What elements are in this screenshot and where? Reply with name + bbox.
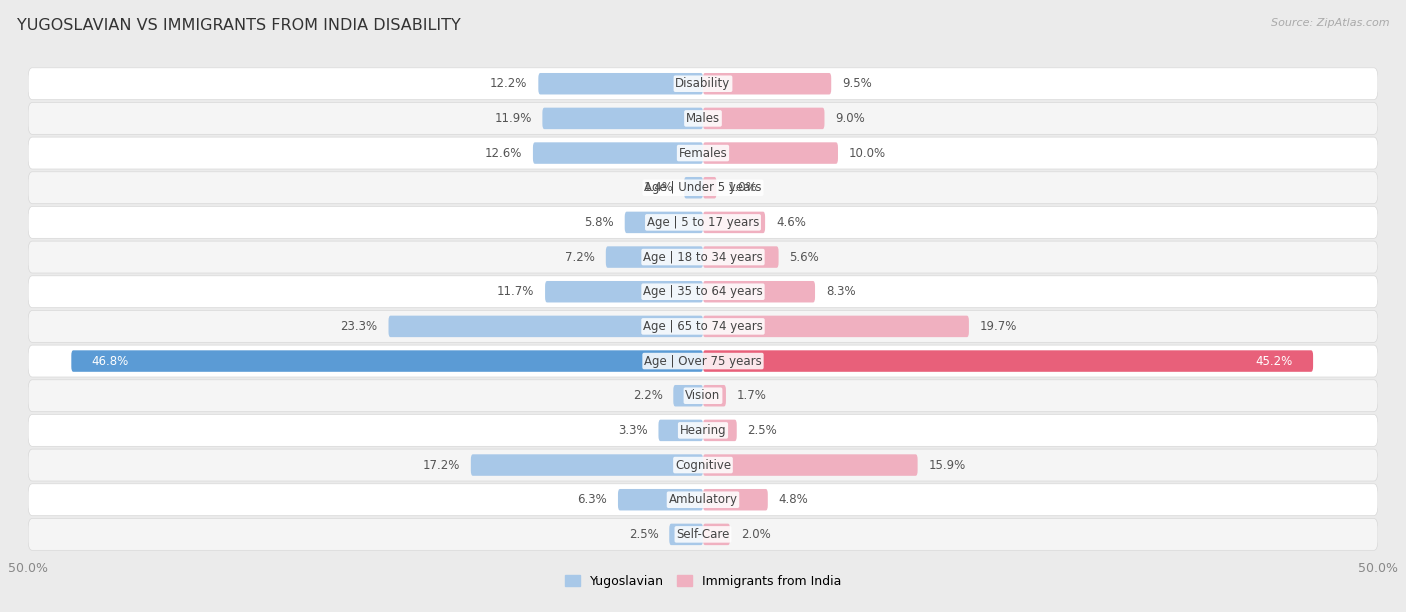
Text: 12.2%: 12.2% (491, 77, 527, 90)
Text: 45.2%: 45.2% (1256, 354, 1294, 368)
FancyBboxPatch shape (703, 108, 824, 129)
FancyBboxPatch shape (685, 177, 703, 198)
Legend: Yugoslavian, Immigrants from India: Yugoslavian, Immigrants from India (560, 570, 846, 593)
Text: 6.3%: 6.3% (578, 493, 607, 506)
Text: Vision: Vision (685, 389, 721, 402)
FancyBboxPatch shape (624, 212, 703, 233)
Text: 11.7%: 11.7% (496, 285, 534, 298)
FancyBboxPatch shape (28, 414, 1378, 446)
FancyBboxPatch shape (703, 281, 815, 302)
FancyBboxPatch shape (543, 108, 703, 129)
Text: Ambulatory: Ambulatory (668, 493, 738, 506)
Text: 4.8%: 4.8% (779, 493, 808, 506)
FancyBboxPatch shape (28, 241, 1378, 273)
Text: 1.4%: 1.4% (644, 181, 673, 194)
Text: Age | 65 to 74 years: Age | 65 to 74 years (643, 320, 763, 333)
FancyBboxPatch shape (669, 524, 703, 545)
FancyBboxPatch shape (28, 483, 1378, 516)
Text: 2.5%: 2.5% (628, 528, 658, 541)
FancyBboxPatch shape (703, 143, 838, 164)
FancyBboxPatch shape (28, 102, 1378, 135)
FancyBboxPatch shape (703, 246, 779, 268)
FancyBboxPatch shape (538, 73, 703, 94)
Text: Disability: Disability (675, 77, 731, 90)
Text: Age | 18 to 34 years: Age | 18 to 34 years (643, 250, 763, 264)
FancyBboxPatch shape (703, 350, 1313, 372)
FancyBboxPatch shape (546, 281, 703, 302)
Text: Age | 5 to 17 years: Age | 5 to 17 years (647, 216, 759, 229)
FancyBboxPatch shape (703, 489, 768, 510)
FancyBboxPatch shape (28, 206, 1378, 238)
Text: 9.0%: 9.0% (835, 112, 865, 125)
Text: 7.2%: 7.2% (565, 250, 595, 264)
Text: 2.2%: 2.2% (633, 389, 662, 402)
Text: Age | 35 to 64 years: Age | 35 to 64 years (643, 285, 763, 298)
Text: 2.5%: 2.5% (748, 424, 778, 437)
FancyBboxPatch shape (673, 385, 703, 406)
Text: Males: Males (686, 112, 720, 125)
FancyBboxPatch shape (72, 350, 703, 372)
Text: 2.0%: 2.0% (741, 528, 770, 541)
FancyBboxPatch shape (703, 316, 969, 337)
Text: 19.7%: 19.7% (980, 320, 1017, 333)
FancyBboxPatch shape (703, 524, 730, 545)
Text: Females: Females (679, 146, 727, 160)
FancyBboxPatch shape (703, 454, 918, 476)
Text: 8.3%: 8.3% (825, 285, 855, 298)
Text: 17.2%: 17.2% (423, 458, 460, 472)
Text: Source: ZipAtlas.com: Source: ZipAtlas.com (1271, 18, 1389, 28)
Text: Age | Under 5 years: Age | Under 5 years (644, 181, 762, 194)
FancyBboxPatch shape (28, 68, 1378, 100)
FancyBboxPatch shape (28, 137, 1378, 169)
Text: Cognitive: Cognitive (675, 458, 731, 472)
FancyBboxPatch shape (703, 420, 737, 441)
FancyBboxPatch shape (471, 454, 703, 476)
Text: Age | Over 75 years: Age | Over 75 years (644, 354, 762, 368)
Text: 15.9%: 15.9% (928, 458, 966, 472)
Text: YUGOSLAVIAN VS IMMIGRANTS FROM INDIA DISABILITY: YUGOSLAVIAN VS IMMIGRANTS FROM INDIA DIS… (17, 18, 461, 34)
Text: 4.6%: 4.6% (776, 216, 806, 229)
FancyBboxPatch shape (28, 518, 1378, 550)
Text: 10.0%: 10.0% (849, 146, 886, 160)
Text: 3.3%: 3.3% (619, 424, 648, 437)
FancyBboxPatch shape (28, 172, 1378, 204)
FancyBboxPatch shape (703, 212, 765, 233)
FancyBboxPatch shape (28, 276, 1378, 308)
Text: Hearing: Hearing (679, 424, 727, 437)
Text: 11.9%: 11.9% (494, 112, 531, 125)
Text: 1.7%: 1.7% (737, 389, 766, 402)
FancyBboxPatch shape (28, 345, 1378, 377)
Text: Self-Care: Self-Care (676, 528, 730, 541)
FancyBboxPatch shape (533, 143, 703, 164)
FancyBboxPatch shape (658, 420, 703, 441)
Text: 1.0%: 1.0% (727, 181, 756, 194)
Text: 46.8%: 46.8% (91, 354, 129, 368)
FancyBboxPatch shape (619, 489, 703, 510)
FancyBboxPatch shape (703, 73, 831, 94)
FancyBboxPatch shape (28, 449, 1378, 481)
FancyBboxPatch shape (388, 316, 703, 337)
Text: 5.8%: 5.8% (585, 216, 614, 229)
FancyBboxPatch shape (703, 385, 725, 406)
Text: 12.6%: 12.6% (485, 146, 522, 160)
Text: 23.3%: 23.3% (340, 320, 378, 333)
Text: 5.6%: 5.6% (789, 250, 820, 264)
FancyBboxPatch shape (28, 310, 1378, 342)
Text: 9.5%: 9.5% (842, 77, 872, 90)
FancyBboxPatch shape (703, 177, 717, 198)
FancyBboxPatch shape (28, 380, 1378, 412)
FancyBboxPatch shape (606, 246, 703, 268)
